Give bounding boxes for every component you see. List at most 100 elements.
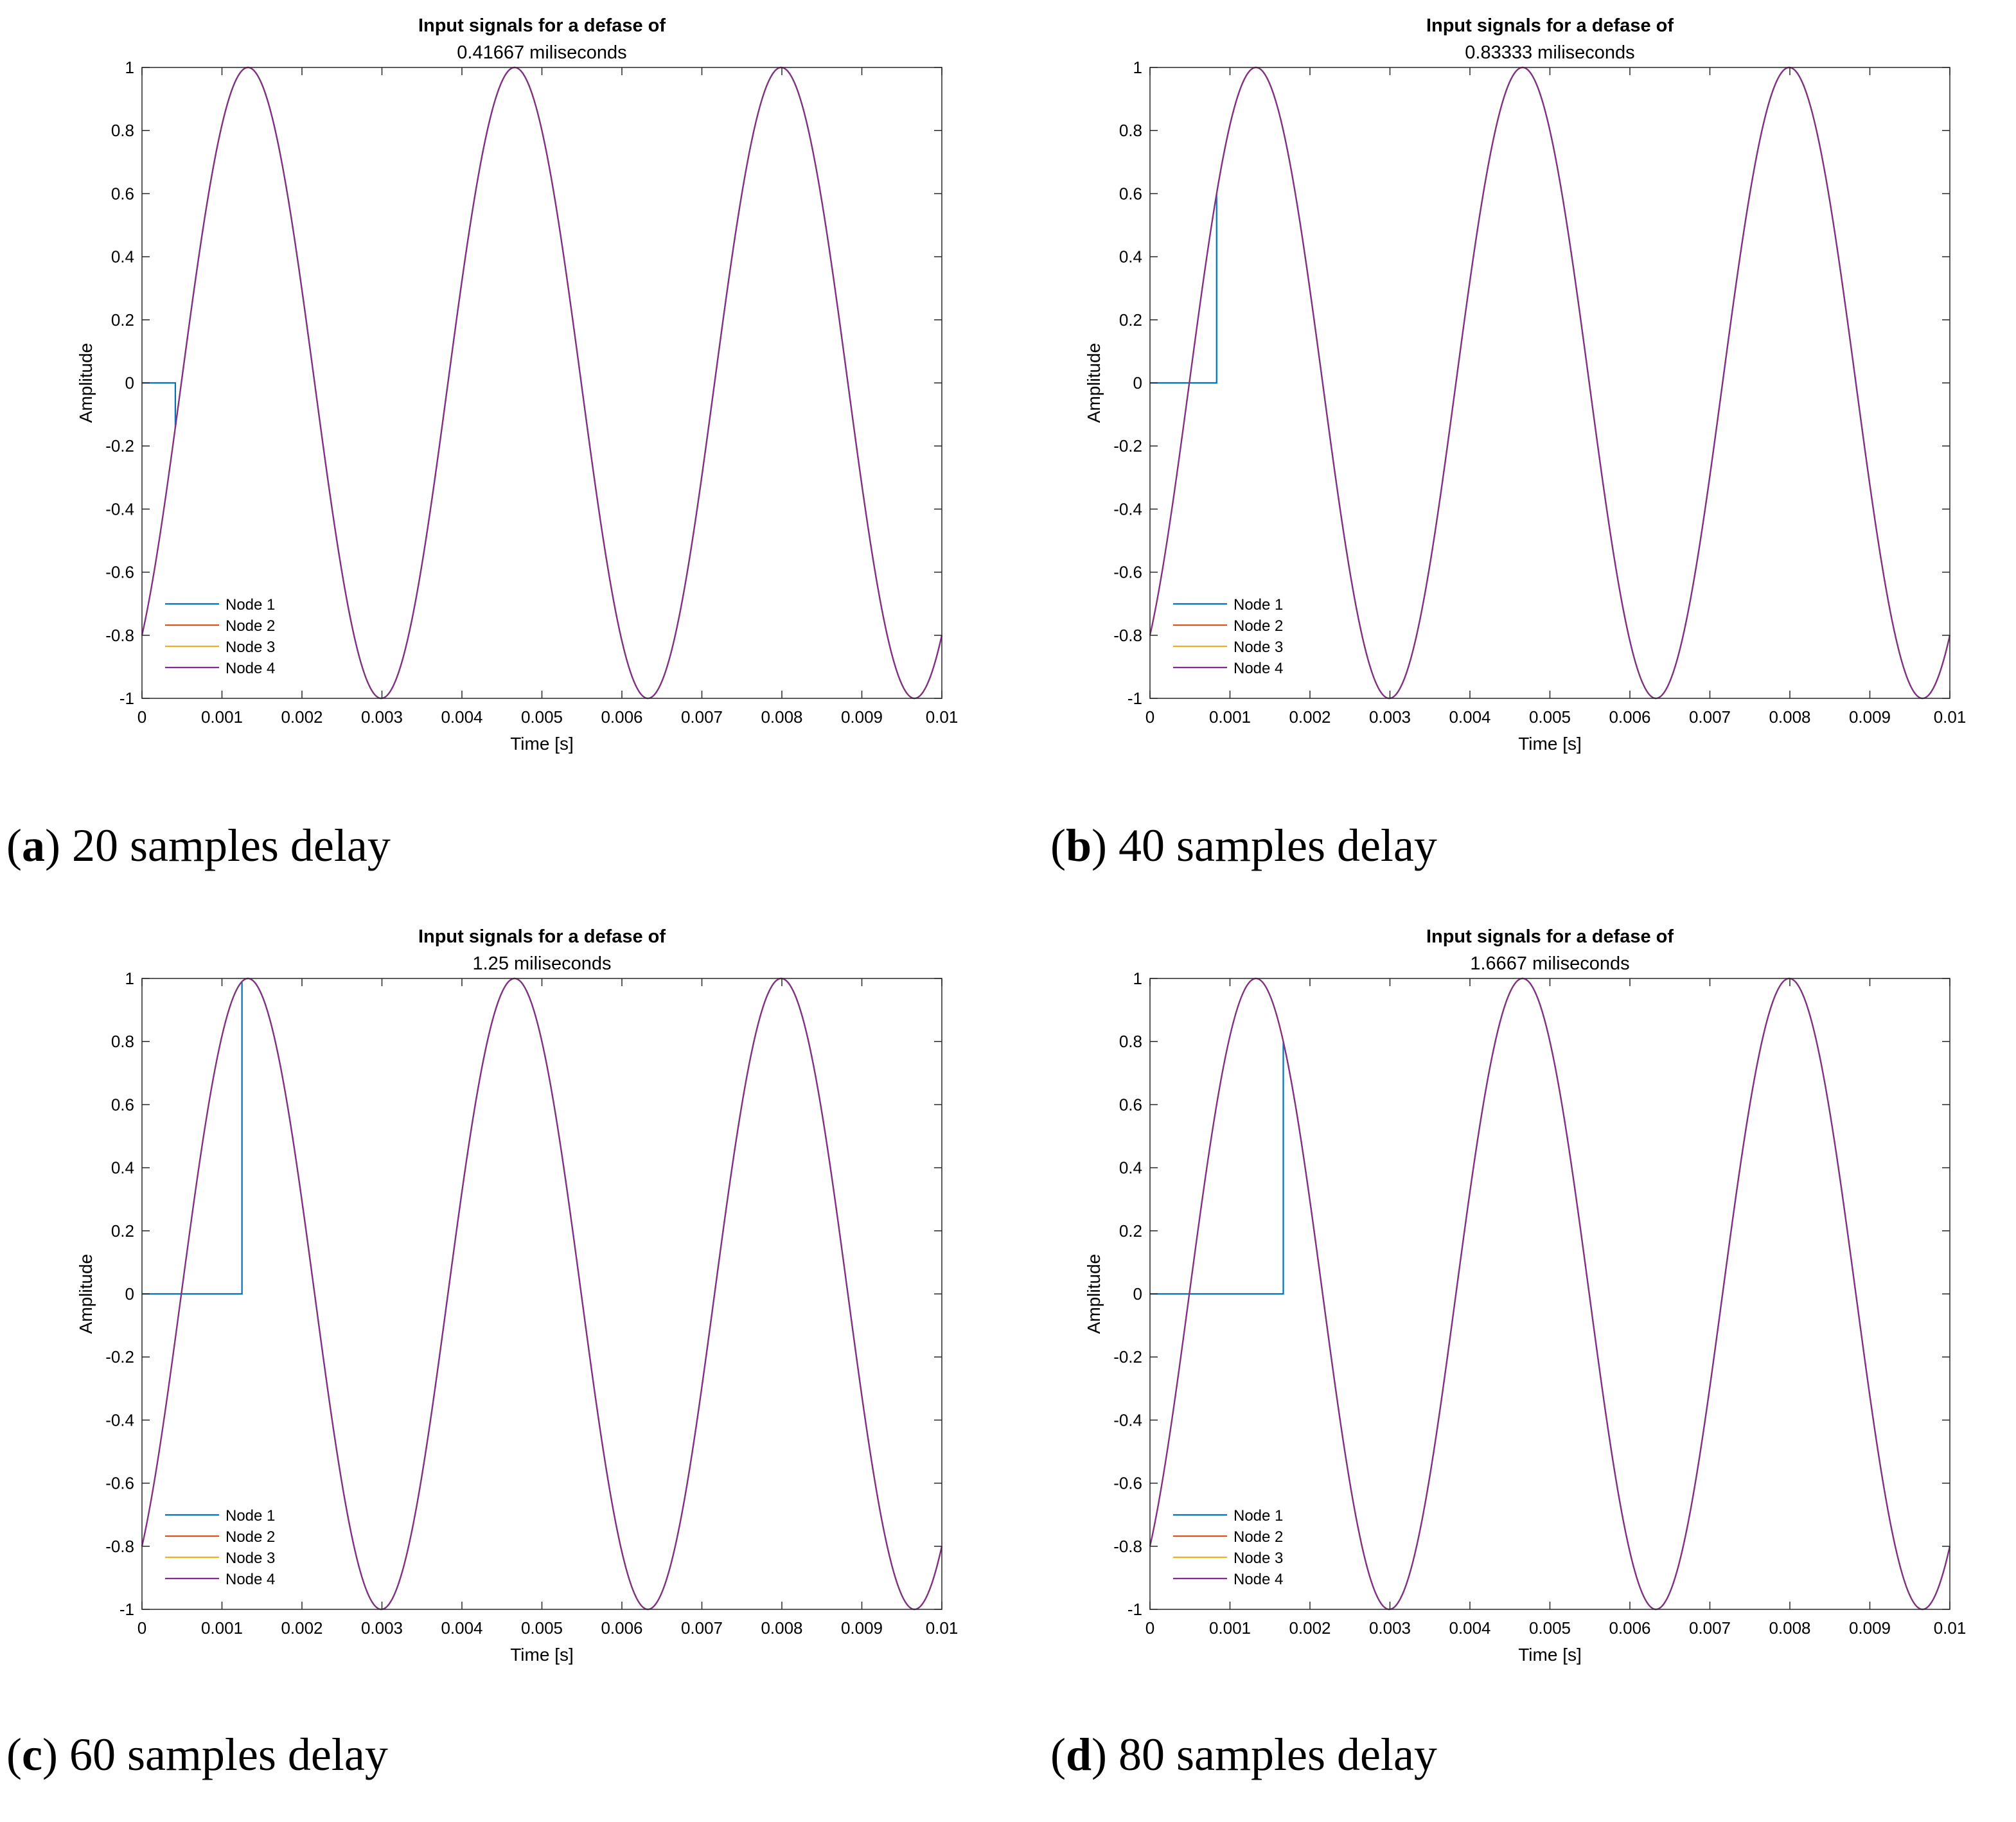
y-tick-label: -1 [1127, 1600, 1142, 1619]
y-tick-label: 0 [125, 373, 134, 393]
chart-svg-b: 0 0.001 0.002 0.003 0.004 0.005 0.006 0.007 0.00… [1084, 15, 1967, 754]
y-tick-label: 0.2 [1119, 1221, 1142, 1241]
y-tick-label: -0.4 [1113, 499, 1142, 518]
x-tick-label: 0.002 [281, 1618, 323, 1638]
y-tick-label: 0 [1133, 373, 1142, 393]
chart-title: Input signals for a defase of [1426, 926, 1674, 947]
x-axis-label: Time [s] [510, 734, 574, 754]
x-axis-label: Time [s] [1518, 734, 1582, 754]
y-tick-label: 0.6 [111, 184, 134, 203]
x-tick-label: 0.004 [441, 1618, 482, 1638]
y-tick-label: -1 [119, 689, 134, 708]
x-tick-label: 0.007 [681, 1618, 723, 1638]
y-tick-label: 0.4 [111, 1158, 134, 1178]
x-tick-label: 0.01 [926, 707, 959, 727]
y-tick-label: 0.2 [1119, 310, 1142, 330]
legend-label-node-3: Node 3 [1233, 1550, 1283, 1567]
x-tick-label: 0.008 [1769, 707, 1810, 727]
x-tick-label: 0.003 [361, 1618, 403, 1638]
x-tick-label: 0.004 [1449, 1618, 1490, 1638]
y-tick-label: 1 [1133, 969, 1142, 988]
legend-label-node-1: Node 1 [225, 596, 275, 614]
plot-area [142, 978, 942, 1609]
y-tick-label: -0.6 [1113, 1474, 1142, 1493]
y-tick-label: -0.2 [1113, 1347, 1142, 1366]
x-tick-label: 0.004 [441, 707, 482, 727]
x-tick-label: 0.008 [761, 1618, 802, 1638]
y-tick-label: 0.8 [1119, 121, 1142, 140]
x-tick-label: 0.009 [841, 1618, 883, 1638]
x-tick-label: 0.005 [521, 707, 563, 727]
y-tick-label: -0.4 [105, 499, 134, 518]
y-axis-label: Amplitude [1084, 343, 1104, 423]
x-tick-label: 0 [1145, 707, 1154, 727]
y-tick-label: -0.8 [105, 626, 134, 645]
x-tick-label: 0.008 [761, 707, 802, 727]
chart-svg-c: 0 0.001 0.002 0.003 0.004 0.005 0.006 0.007 0.00… [76, 926, 958, 1665]
y-tick-label: 0.8 [1119, 1032, 1142, 1051]
y-tick-label: 0.2 [111, 1221, 134, 1241]
x-tick-label: 0.007 [1689, 707, 1731, 727]
y-tick-label: 0.4 [111, 247, 134, 267]
series-line-node-4 [141, 66, 943, 700]
x-tick-label: 0.001 [201, 707, 243, 727]
y-tick-label: -1 [119, 1600, 134, 1619]
x-tick-label: 0.008 [1769, 1618, 1810, 1638]
y-axis-label: Amplitude [76, 343, 96, 423]
chart-panel-d: 0 0.001 0.002 0.003 0.004 0.005 0.006 0.007 0.00… [1008, 911, 2016, 1822]
chart-subtitle: 0.41667 miliseconds [457, 42, 626, 63]
y-tick-label: -0.6 [105, 1474, 134, 1493]
legend-label-node-3: Node 3 [225, 639, 275, 656]
x-tick-label: 0 [1145, 1618, 1154, 1638]
x-tick-label: 0.01 [1934, 1618, 1967, 1638]
caption-c: (c) 60 samples delay [6, 1729, 388, 1780]
y-tick-label: 1 [125, 969, 134, 988]
y-tick-label: -0.2 [105, 436, 134, 456]
x-tick-label: 0.001 [1209, 1618, 1251, 1638]
y-axis-label: Amplitude [76, 1254, 96, 1334]
legend-label-node-1: Node 1 [1233, 596, 1283, 614]
y-tick-label: 1 [1133, 58, 1142, 77]
x-tick-label: 0.005 [521, 1618, 563, 1638]
legend-label-node-3: Node 3 [225, 1550, 275, 1567]
chart-panel-c: 0 0.001 0.002 0.003 0.004 0.005 0.006 0.007 0.00… [0, 911, 1008, 1822]
legend-label-node-2: Node 2 [1233, 617, 1283, 635]
y-tick-label: -0.2 [1113, 436, 1142, 456]
x-tick-label: 0.003 [361, 707, 403, 727]
caption-d: (d) 80 samples delay [1050, 1729, 1437, 1780]
y-tick-label: 0.6 [111, 1095, 134, 1114]
legend-label-node-3: Node 3 [1233, 639, 1283, 656]
caption-a: (a) 20 samples delay [6, 820, 391, 871]
x-tick-label: 0.01 [1934, 707, 1967, 727]
caption-b: (b) 40 samples delay [1050, 820, 1437, 871]
y-tick-label: 1 [125, 58, 134, 77]
y-tick-label: -0.4 [105, 1410, 134, 1429]
x-tick-label: 0.001 [1209, 707, 1251, 727]
y-tick-label: -0.4 [1113, 1410, 1142, 1429]
x-tick-label: 0.002 [1289, 1618, 1331, 1638]
legend-label-node-2: Node 2 [225, 617, 275, 635]
y-axis-label: Amplitude [1084, 1254, 1104, 1334]
legend-label-node-4: Node 4 [1233, 1571, 1283, 1588]
x-axis-label: Time [s] [510, 1645, 574, 1665]
x-tick-label: 0 [137, 707, 146, 727]
legend-label-node-2: Node 2 [225, 1528, 275, 1546]
legend-label-node-1: Node 1 [225, 1507, 275, 1525]
chart-subtitle: 0.83333 miliseconds [1465, 42, 1634, 63]
x-tick-label: 0.005 [1529, 707, 1571, 727]
series-line-node-4 [1149, 977, 1951, 1611]
x-tick-label: 0.006 [601, 1618, 642, 1638]
x-tick-label: 0.009 [841, 707, 883, 727]
chart-panel-a: 0 0.001 0.002 0.003 0.004 0.005 0.006 0.007 0.00… [0, 0, 1008, 911]
chart-title: Input signals for a defase of [1426, 15, 1674, 36]
x-tick-label: 0.005 [1529, 1618, 1571, 1638]
x-tick-label: 0.004 [1449, 707, 1490, 727]
chart-subtitle: 1.6667 miliseconds [1470, 953, 1629, 974]
plot-area [142, 67, 942, 698]
y-tick-label: 0.6 [1119, 184, 1142, 203]
y-tick-label: -0.8 [105, 1537, 134, 1556]
x-tick-label: 0.006 [1609, 1618, 1650, 1638]
y-tick-label: 0 [1133, 1284, 1142, 1304]
y-tick-label: -0.6 [105, 563, 134, 582]
x-axis-label: Time [s] [1518, 1645, 1582, 1665]
